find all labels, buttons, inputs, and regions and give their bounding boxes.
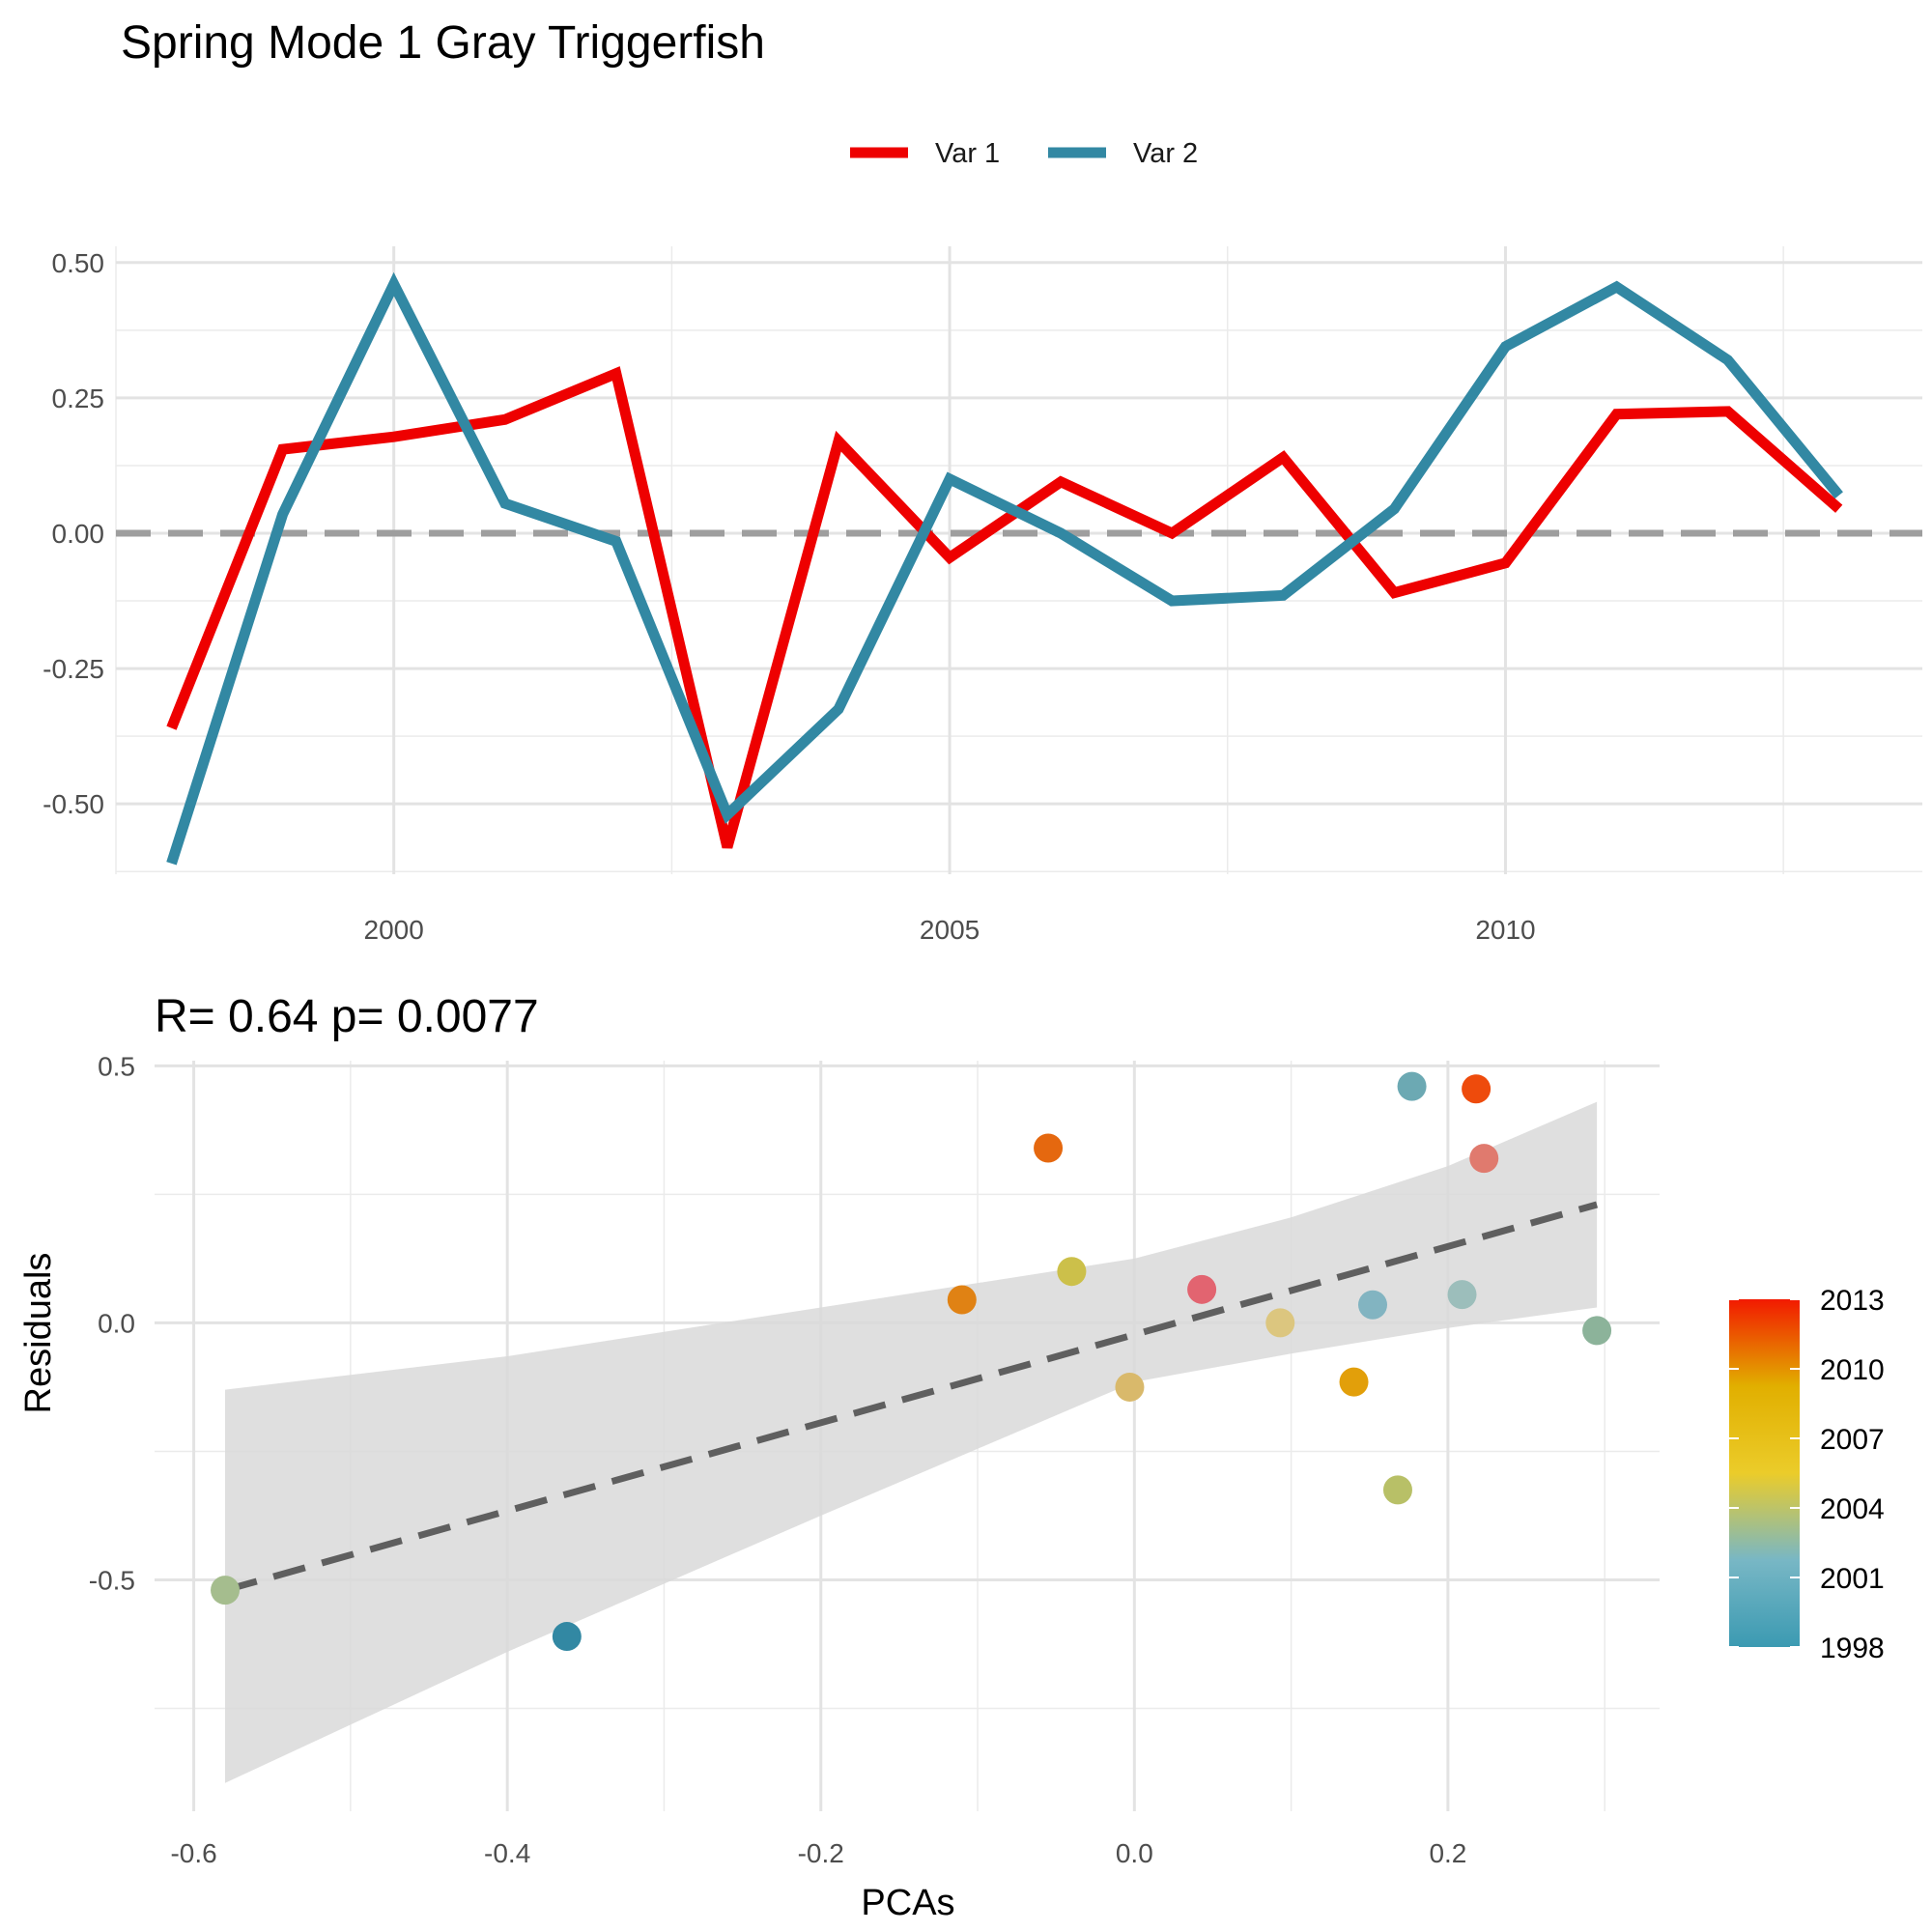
colorbar-tick-label: 2001: [1820, 1563, 1885, 1595]
legend: Var 1 Var 2: [850, 138, 1198, 169]
colorbar-tick-label: 1998: [1820, 1633, 1885, 1664]
scatter-point-2003: [211, 1576, 241, 1605]
scatter-point-2006: [1265, 1308, 1295, 1338]
figure-title: Spring Mode 1 Gray Triggerfish: [121, 17, 765, 69]
scatter-point-1998: [552, 1622, 582, 1652]
colorbar-tick-label: 2007: [1820, 1424, 1885, 1456]
scatter-point-2012: [1469, 1144, 1499, 1174]
regression-dashed-line: [224, 1201, 1599, 1594]
scatter-point-2000: [1358, 1290, 1388, 1320]
y-tick-label: 0.0: [98, 1308, 135, 1338]
x-tick-label: 2000: [364, 915, 424, 945]
colorbar-tick-label: 2004: [1820, 1493, 1885, 1525]
y-axis-title: Residuals: [18, 1253, 59, 1414]
x-axis-title: PCAs: [861, 1883, 954, 1923]
y-tick-label: -0.5: [89, 1566, 135, 1596]
confidence-band-area: [225, 1101, 1598, 1783]
y-tick-label: 0.5: [98, 1051, 135, 1081]
series-line-var2: [166, 271, 1843, 866]
y-tick-label: 0.00: [52, 519, 105, 549]
scatter-point-2008: [1339, 1367, 1369, 1397]
x-tick-label: -0.2: [798, 1838, 844, 1868]
y-tick-label: 0.25: [52, 384, 105, 413]
x-tick-label: 0.2: [1429, 1838, 1466, 1868]
legend-label-var1: Var 1: [935, 138, 1000, 169]
scatter-point-2010: [1034, 1133, 1064, 1163]
colorbar-tick-label: 2013: [1820, 1285, 1885, 1317]
colorbar-gradient: [1729, 1299, 1800, 1647]
fit-line: [224, 1201, 1599, 1594]
x-tick-label: 2005: [920, 915, 980, 945]
line-chart-grid: [115, 246, 1922, 874]
line-chart-x-ticks: 2000 2005 2010: [364, 915, 1536, 945]
scatter-point-2009: [947, 1285, 977, 1315]
x-tick-label: -0.4: [484, 1838, 530, 1868]
scatter-point-2004: [1382, 1475, 1412, 1505]
colorbar: 2013 2010 2007 2004 2001 1998: [1729, 1285, 1885, 1664]
colorbar-tick-label: 2010: [1820, 1354, 1885, 1386]
x-tick-label: 0.0: [1116, 1838, 1153, 1868]
legend-label-var2: Var 2: [1133, 138, 1198, 169]
scatter-points: [211, 1071, 1612, 1652]
confidence-band: [225, 1101, 1598, 1783]
x-tick-label: 2010: [1475, 915, 1535, 945]
scatter-point-2007: [1115, 1372, 1145, 1402]
y-tick-label: -0.25: [43, 654, 104, 684]
line-chart-y-ticks: 0.50 0.25 0.00 -0.25 -0.50: [43, 248, 104, 819]
line-chart-series: [166, 271, 1843, 866]
y-tick-label: 0.50: [52, 248, 105, 278]
scatter-x-ticks: -0.6 -0.4 -0.2 0.0 0.2: [170, 1838, 1466, 1868]
scatter-point-2001: [1447, 1280, 1477, 1310]
scatter-point-2013: [1187, 1274, 1217, 1304]
scatter-point-2002: [1582, 1316, 1612, 1346]
scatter-point-1999: [1397, 1071, 1427, 1101]
x-tick-label: -0.6: [170, 1838, 216, 1868]
scatter-point-2011: [1462, 1074, 1492, 1104]
scatter-panel: 0.5 0.0 -0.5 -0.6 -0.4 -0.2 0.0 0.2: [89, 1051, 1660, 1868]
scatter-y-ticks: 0.5 0.0 -0.5: [89, 1051, 135, 1595]
y-tick-label: -0.50: [43, 789, 104, 819]
scatter-title: R= 0.64 p= 0.0077: [155, 991, 539, 1042]
series-line-var1: [166, 366, 1843, 849]
colorbar-ticks: 2013 2010 2007 2004 2001 1998: [1729, 1285, 1885, 1664]
line-chart-panel: 0.50 0.25 0.00 -0.25 -0.50 2000 2005 2010: [43, 246, 1922, 945]
scatter-point-2005: [1057, 1257, 1087, 1287]
